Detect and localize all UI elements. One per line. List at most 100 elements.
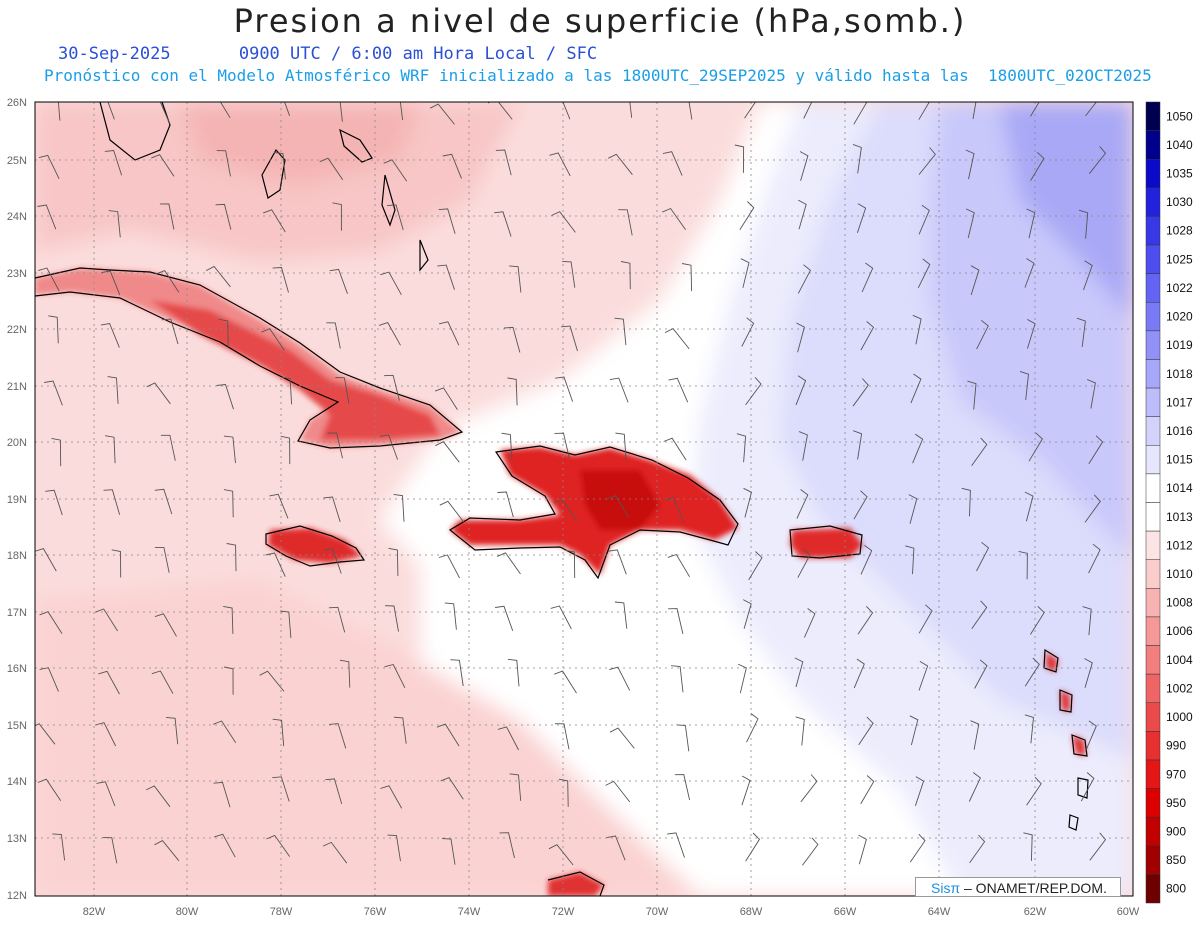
- wind-barb: [853, 430, 863, 460]
- wind-barb: [45, 489, 63, 516]
- colorbar-label: 1012: [1166, 538, 1193, 552]
- land-shading: [35, 268, 1086, 896]
- wind-barb: [111, 549, 122, 578]
- wind-barb: [263, 209, 286, 233]
- colorbar-cell: [1145, 559, 1161, 589]
- wind-barb: [51, 437, 62, 467]
- wind-barb: [664, 497, 685, 523]
- wind-barb: [205, 265, 231, 288]
- wind-barb: [909, 715, 919, 746]
- wind-barb: [339, 659, 351, 688]
- wind-barb: [965, 208, 975, 239]
- wind-barb: [796, 489, 809, 519]
- wind-barb: [968, 772, 981, 802]
- wind-barb: [441, 838, 456, 865]
- wind-barb: [976, 319, 989, 350]
- wind-barb: [918, 102, 930, 120]
- wind-barb: [912, 433, 924, 464]
- colorbar-cell: [1145, 530, 1161, 560]
- lat-label: 20N: [7, 437, 27, 449]
- wind-barb: [438, 208, 456, 234]
- wind-barb: [1085, 102, 1097, 117]
- colorbar-cell: [1145, 759, 1161, 789]
- colorbar-cell: [1145, 731, 1161, 761]
- wind-barb: [102, 837, 118, 864]
- wind-barb: [450, 659, 464, 687]
- wind-barb: [961, 487, 971, 517]
- wind-barb: [439, 321, 460, 346]
- colorbar-cell: [1145, 816, 1161, 847]
- wind-barb: [327, 432, 343, 459]
- wind-barb: [105, 435, 116, 464]
- wind-barb: [554, 670, 577, 694]
- lat-label: 21N: [7, 381, 27, 393]
- wind-barb: [797, 548, 811, 578]
- wind-barb: [495, 605, 514, 631]
- colorbar-cell: [1145, 101, 1161, 131]
- wind-barb: [1088, 543, 1101, 574]
- wind-barb: [150, 102, 171, 124]
- lon-label: 68W: [740, 906, 763, 918]
- lat-label: 23N: [7, 268, 27, 280]
- wind-barb: [972, 102, 977, 120]
- lon-label: 62W: [1024, 906, 1047, 918]
- wind-barb: [1030, 605, 1045, 635]
- lat-axis: 26N 25N 24N 23N 22N 21N 20N 19N 18N 17N …: [7, 97, 27, 902]
- wind-barb: [378, 322, 401, 346]
- colorbar-label: 1028: [1166, 224, 1193, 238]
- wind-barb: [976, 541, 990, 572]
- wind-barb: [908, 494, 918, 524]
- wind-barb: [1084, 658, 1093, 688]
- colorbar-label: 1050: [1166, 109, 1193, 123]
- colorbar-label: 1013: [1166, 510, 1193, 524]
- colorbar-label: 1015: [1166, 453, 1193, 467]
- wind-barb: [912, 314, 922, 345]
- lon-label: 78W: [270, 906, 293, 918]
- wind-barb: [853, 102, 868, 125]
- wind-barb: [323, 548, 342, 574]
- wind-barb: [216, 150, 231, 177]
- lat-label: 19N: [7, 494, 27, 506]
- wind-barb: [860, 321, 875, 351]
- colorbar-label: 850: [1166, 853, 1186, 867]
- wind-barb: [487, 102, 513, 120]
- wind-barb: [1024, 491, 1034, 522]
- wind-barb: [918, 204, 930, 235]
- wind-barb: [674, 774, 691, 801]
- wind-barb: [734, 144, 745, 173]
- wind-barb: [909, 833, 926, 863]
- wind-barb: [858, 834, 867, 865]
- lon-label: 82W: [83, 906, 106, 918]
- wind-barb: [507, 658, 520, 687]
- wind-barb: [497, 726, 519, 751]
- wind-barb: [858, 716, 874, 746]
- lat-label: 12N: [7, 890, 27, 902]
- wind-barb: [668, 377, 689, 403]
- wind-barb: [554, 723, 570, 750]
- wind-barb: [329, 268, 348, 294]
- wind-barb: [798, 431, 808, 461]
- wind-barb: [802, 837, 819, 866]
- wind-barb: [499, 832, 515, 859]
- colorbar-cell: [1145, 187, 1161, 217]
- wind-barb: [393, 493, 405, 522]
- wind-barb: [910, 373, 922, 404]
- coastlines: [34, 101, 1089, 897]
- wind-barb: [388, 547, 399, 576]
- wind-barb: [223, 435, 236, 464]
- wind-barb: [279, 610, 292, 638]
- wind-barb: [38, 267, 60, 292]
- wind-barb: [800, 774, 818, 803]
- colorbar-cell: [1145, 330, 1161, 360]
- wind-barb: [156, 270, 180, 293]
- wind-barb: [971, 600, 988, 629]
- wind-barb: [1088, 435, 1104, 465]
- wind-barb: [614, 317, 627, 346]
- lat-label: 16N: [7, 663, 27, 675]
- wind-barb: [328, 606, 346, 633]
- colorbar-label: 1010: [1166, 567, 1193, 581]
- wind-barb: [35, 548, 57, 572]
- colorbar-cell: [1145, 645, 1161, 675]
- wind-barb: [104, 150, 123, 176]
